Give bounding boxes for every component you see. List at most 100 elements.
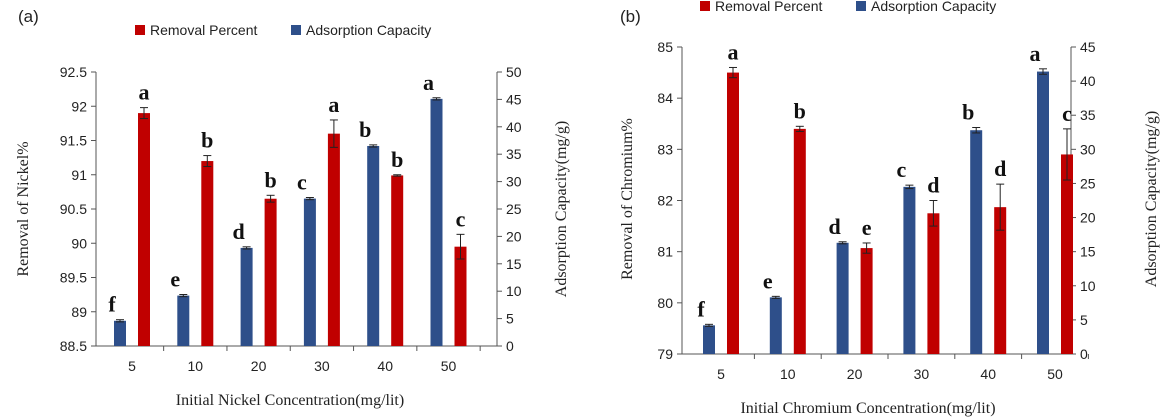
removal-percent-bar <box>927 213 940 354</box>
adsorption-capacity-bar <box>769 297 782 354</box>
error-bar <box>972 127 981 134</box>
left-tick-label: 81 <box>657 244 673 260</box>
left-tick-label: 80 <box>657 295 673 311</box>
error-bar <box>795 125 804 132</box>
left-tick-label: 83 <box>657 141 673 157</box>
significance-letter: b <box>391 147 403 172</box>
right-tick-label: 40 <box>506 119 522 135</box>
significance-letter: c <box>897 157 907 182</box>
removal-percent-bar <box>793 128 806 354</box>
significance-letter: d <box>232 219 244 244</box>
significance-letter: b <box>264 167 276 192</box>
significance-letter: f <box>108 292 116 317</box>
right-tick-label: 25 <box>1080 175 1096 191</box>
left-tick-label: 82 <box>657 193 673 209</box>
removal-percent-bar <box>994 207 1007 354</box>
x-tick-label: 20 <box>251 358 267 374</box>
removal-percent-bar <box>327 133 340 346</box>
significance-letter: c <box>456 206 466 231</box>
left-tick-label: 90.5 <box>60 201 87 217</box>
removal-percent-bar <box>1061 154 1073 354</box>
right-tick-label: 30 <box>1080 141 1096 157</box>
adsorption-capacity-bar <box>703 325 715 354</box>
panel-label: (a) <box>18 7 39 26</box>
error-bar <box>140 107 148 120</box>
legend-swatch-removal <box>135 25 145 35</box>
significance-letter: a <box>1030 41 1041 66</box>
x-tick-label: 30 <box>314 358 330 374</box>
right-tick-label: 30 <box>506 174 522 190</box>
left-tick-label: 88.5 <box>60 338 87 354</box>
removal-percent-bar <box>138 113 150 346</box>
x-tick-label: 10 <box>188 358 204 374</box>
legend-label-removal: Removal Percent <box>715 0 822 14</box>
significance-letter: e <box>763 268 773 293</box>
legend-swatch-adsorption <box>856 1 866 11</box>
adsorption-capacity-bar <box>836 242 849 354</box>
error-bar <box>729 66 737 79</box>
right-tick-label: 0 <box>1080 346 1088 362</box>
right-tick-label: 0 <box>506 338 514 354</box>
y2-axis-label: Adsorption Capacity(mg/g) <box>1143 111 1160 287</box>
removal-percent-bar <box>264 198 277 346</box>
significance-letter: a <box>423 70 434 95</box>
legend-swatch-adsorption <box>291 25 301 35</box>
error-bar <box>116 319 124 323</box>
adsorption-capacity-bar <box>903 186 916 354</box>
left-tick-label: 84 <box>657 90 673 106</box>
legend-swatch-removal <box>700 1 710 11</box>
significance-letter: d <box>828 214 840 239</box>
adsorption-capacity-bar <box>177 295 190 346</box>
error-bar <box>456 233 465 260</box>
error-bar <box>179 293 188 298</box>
legend-label-adsorption: Adsorption Capacity <box>306 22 431 38</box>
x-tick-label: 5 <box>128 358 136 374</box>
left-tick-label: 91 <box>71 167 87 183</box>
removal-percent-bar <box>860 248 873 354</box>
significance-letter: c <box>297 169 307 194</box>
x-tick-label: 50 <box>441 358 457 374</box>
right-tick-label: 15 <box>506 256 522 272</box>
significance-letter: a <box>328 92 339 117</box>
right-tick-label: 35 <box>506 146 522 162</box>
x-axis-label: Initial Nickel Concentration(mg/lit) <box>176 392 404 409</box>
adsorption-capacity-bar <box>367 145 380 346</box>
right-tick-label: 10 <box>1080 278 1096 294</box>
x-tick-label: 10 <box>780 366 796 382</box>
right-tick-label: 5 <box>1080 312 1088 328</box>
legend: Removal Percent Adsorption Capacity <box>700 0 996 14</box>
right-tick-label: 20 <box>506 228 522 244</box>
error-bar <box>203 155 212 168</box>
right-tick-label: 15 <box>1080 244 1096 260</box>
significance-letter: a <box>728 39 739 64</box>
significance-letter: b <box>962 100 974 125</box>
left-tick-label: 79 <box>657 346 673 362</box>
significance-letter: f <box>697 296 705 321</box>
removal-percent-bar <box>391 175 404 346</box>
error-bar <box>305 196 314 201</box>
removal-percent-bar <box>727 72 739 354</box>
chart-panel-a: (a) Removal Percent Adsorption Capacity 88.… <box>15 7 570 409</box>
legend-label-removal: Removal Percent <box>150 22 257 38</box>
x-tick-label: 30 <box>914 366 930 382</box>
adsorption-capacity-bar <box>303 198 316 346</box>
error-bar <box>771 295 780 299</box>
adsorption-capacity-bar <box>430 98 443 347</box>
adsorption-capacity-bar <box>970 130 983 354</box>
error-bar <box>369 144 378 148</box>
y2-axis-label: Adsorption Capacity(mg/g) <box>553 121 570 297</box>
x-tick-label: 50 <box>1047 366 1063 382</box>
error-bar <box>905 184 914 190</box>
removal-percent-bar <box>201 161 214 346</box>
right-tick-label: 20 <box>1080 210 1096 226</box>
error-bar <box>329 119 338 148</box>
right-tick-label: 50 <box>506 64 522 80</box>
x-tick-label: 40 <box>377 358 393 374</box>
error-bar <box>929 200 938 227</box>
significance-letter: d <box>994 156 1006 181</box>
error-bar <box>1063 128 1071 181</box>
significance-letter: c <box>1062 101 1072 126</box>
left-tick-label: 91.5 <box>60 133 87 149</box>
error-bar <box>862 242 871 254</box>
